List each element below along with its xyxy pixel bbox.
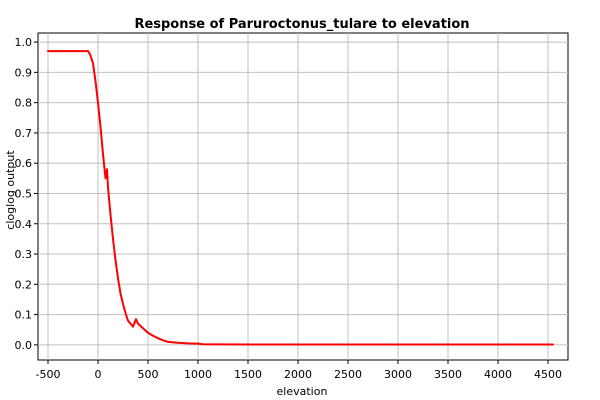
grid: [38, 33, 568, 360]
y-tick-label: 0.1: [15, 309, 33, 322]
series: [47, 50, 554, 346]
y-axis-label: cloglog output: [4, 150, 17, 230]
chart-title: Response of Paruroctonus_tulare to eleva…: [134, 17, 469, 32]
x-tick-label: -500: [36, 368, 61, 381]
y-tick-label: 0.2: [15, 278, 33, 291]
x-axis-label: elevation: [277, 385, 328, 398]
plot-frame: [37, 32, 569, 361]
y-axis-ticks: 0.0 0.1 0.2 0.3 0.4 0.5 0.6 0.7 0.8 0.9 1.0: [15, 36, 38, 352]
x-tick-label: 2500: [334, 368, 362, 381]
y-tick-label: 0.5: [15, 187, 33, 200]
x-tick-label: 500: [138, 368, 159, 381]
y-tick-label: 0.0: [15, 339, 33, 352]
y-tick-label: 0.8: [15, 97, 33, 110]
x-tick-label: 1000: [184, 368, 212, 381]
series-line: [47, 50, 554, 346]
x-tick-label: 0: [95, 368, 102, 381]
x-tick-label: 3000: [384, 368, 412, 381]
x-tick-label: 4000: [484, 368, 512, 381]
x-tick-label: 1500: [234, 368, 262, 381]
x-tick-label: 2000: [284, 368, 312, 381]
x-tick-label: 4500: [534, 368, 562, 381]
y-tick-label: 0.7: [15, 127, 33, 140]
y-tick-label: 0.4: [15, 218, 33, 231]
x-tick-label: 3500: [434, 368, 462, 381]
x-axis-ticks: -500 0 500 1000 1500 2000 2500 3000 3500 4000 4500: [36, 360, 562, 381]
y-tick-label: 0.9: [15, 66, 33, 79]
y-tick-label: 1.0: [15, 36, 33, 49]
plot-area: [37, 32, 569, 361]
y-tick-label: 0.3: [15, 248, 33, 261]
y-tick-label: 0.6: [15, 157, 33, 170]
